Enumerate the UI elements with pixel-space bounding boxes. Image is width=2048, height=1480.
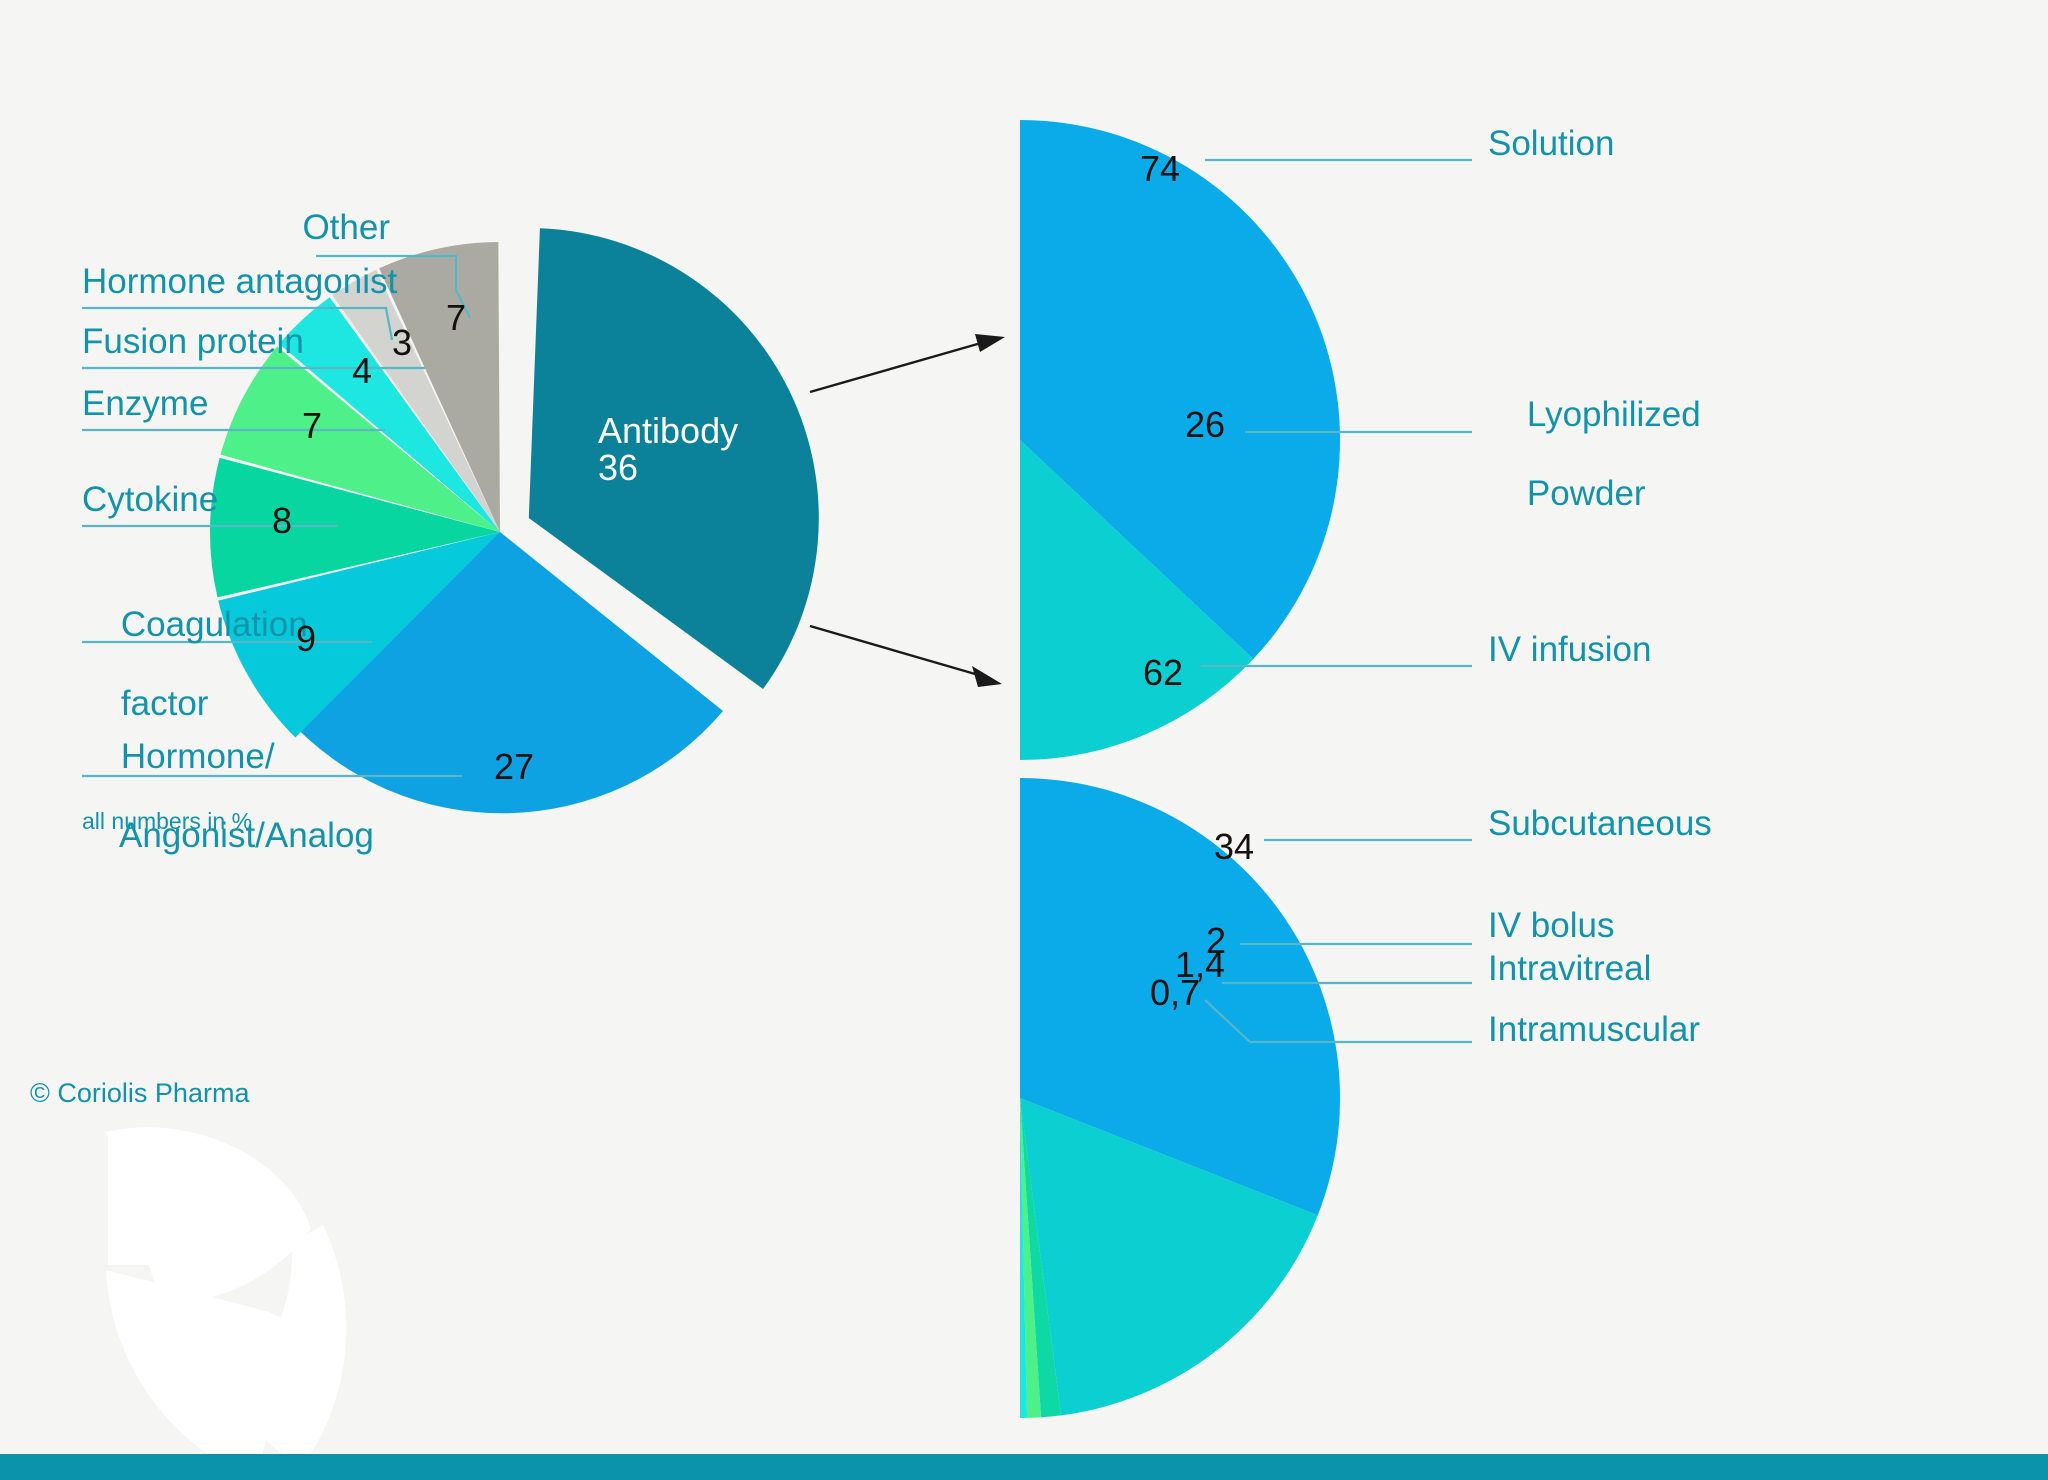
value-subcutaneous: 34	[1214, 826, 1255, 867]
label-fusion-protein: Fusion protein	[82, 322, 304, 361]
label-iv-infusion: IV infusion	[1488, 630, 1652, 669]
pie-slice-subcutaneous[interactable]	[1020, 1098, 1318, 1416]
label-solution: Solution	[1488, 124, 1615, 163]
value-hormone-agonist-analog: 27	[494, 746, 535, 787]
pie-slice-intravitreal[interactable]	[1020, 1098, 1042, 1418]
value-solution: 74	[1140, 148, 1181, 189]
pie-slice-iv-infusion[interactable]	[1020, 778, 1340, 1216]
label-hormone-line2: Angonist/Analog	[118, 815, 374, 855]
label-hormone-line1: Hormone/	[120, 737, 275, 777]
leader-lines-dosage-form	[1205, 158, 1472, 434]
label-hormone-antagonist: Hormone antagonist	[82, 262, 398, 301]
pie-slice-cytokine[interactable]	[210, 457, 500, 598]
value-cytokine: 8	[272, 500, 293, 541]
pie-slice-coagulation-factor[interactable]	[218, 532, 500, 738]
value-coagulation-factor: 9	[296, 618, 317, 659]
leader-intramuscular	[1204, 999, 1472, 1044]
label-antibody: Antibody	[598, 410, 739, 451]
label-intramuscular: Intramuscular	[1488, 1010, 1701, 1049]
label-coagulation-factor-line2: factor	[120, 683, 209, 723]
label-enzyme: Enzyme	[82, 384, 209, 423]
leader-hormone-antagonist	[82, 306, 394, 341]
arrow-to-dosage-form	[809, 339, 989, 394]
arrowhead-administration-route	[972, 666, 1002, 687]
pie-slice-antibody[interactable]	[528, 228, 819, 689]
pie-slice-hormone-agonist-analog[interactable]	[288, 532, 723, 814]
label-subcutaneous: Subcutaneous	[1488, 804, 1712, 843]
pie-slices-molecule-type	[210, 228, 819, 814]
pie-slice-intramuscular[interactable]	[1020, 1098, 1028, 1418]
value-lyophilized-powder: 26	[1185, 404, 1226, 445]
label-cytokine: Cytokine	[82, 480, 219, 519]
arrow-to-administration-route	[809, 624, 983, 678]
pie-slice-enzyme[interactable]	[220, 346, 500, 532]
label-other: Other	[302, 208, 390, 247]
value-iv-bolus: 2	[1206, 920, 1227, 961]
label-intravitreal: Intravitreal	[1488, 949, 1652, 988]
bottom-accent-bar	[0, 1454, 2048, 1480]
label-coagulation-factor-line1: Coagulation	[120, 605, 308, 645]
leader-lines-administration-route	[1201, 664, 1472, 1044]
label-lyophilized-line1: Lyophilized	[1526, 395, 1701, 435]
pie-slice-iv-bolus[interactable]	[1020, 1098, 1062, 1418]
label-lyophilized-powder: Lyophilized Powder	[1488, 356, 1888, 552]
pie-slices-dosage-form	[1020, 120, 1341, 760]
value-other: 7	[446, 297, 467, 338]
pie-slice-other[interactable]	[379, 242, 500, 532]
value-intravitreal: 1,4	[1175, 944, 1226, 985]
value-intramuscular: 0,7	[1150, 972, 1201, 1013]
label-coagulation-factor: Coagulation factor	[82, 566, 482, 762]
value-iv-infusion: 62	[1143, 652, 1184, 693]
value-hormone-antagonist: 3	[392, 322, 413, 363]
value-fusion-protein: 4	[352, 350, 373, 391]
value-antibody: 36	[598, 447, 639, 488]
leader-other	[316, 254, 471, 319]
arrowhead-dosage-form	[975, 334, 1005, 352]
value-enzyme: 7	[302, 405, 323, 446]
pie-slice-solution[interactable]	[1020, 120, 1341, 660]
pie-slices-administration-route	[1020, 778, 1340, 1418]
leader-lines-molecule-type	[82, 254, 471, 778]
label-hormone-agonist-analog: Hormone/ Angonist/Analog	[82, 698, 542, 894]
label-lyophilized-line2: Powder	[1526, 473, 1646, 513]
label-iv-bolus: IV bolus	[1488, 906, 1615, 945]
pie-slice-lyophilized-powder[interactable]	[1020, 440, 1254, 760]
pie-slice-hormone-antagonist[interactable]	[332, 269, 500, 532]
copyright-notice: © Coriolis Pharma	[30, 1078, 250, 1108]
footnote-units: all numbers in %	[82, 808, 253, 834]
pie-slice-fusion-protein[interactable]	[279, 297, 500, 532]
